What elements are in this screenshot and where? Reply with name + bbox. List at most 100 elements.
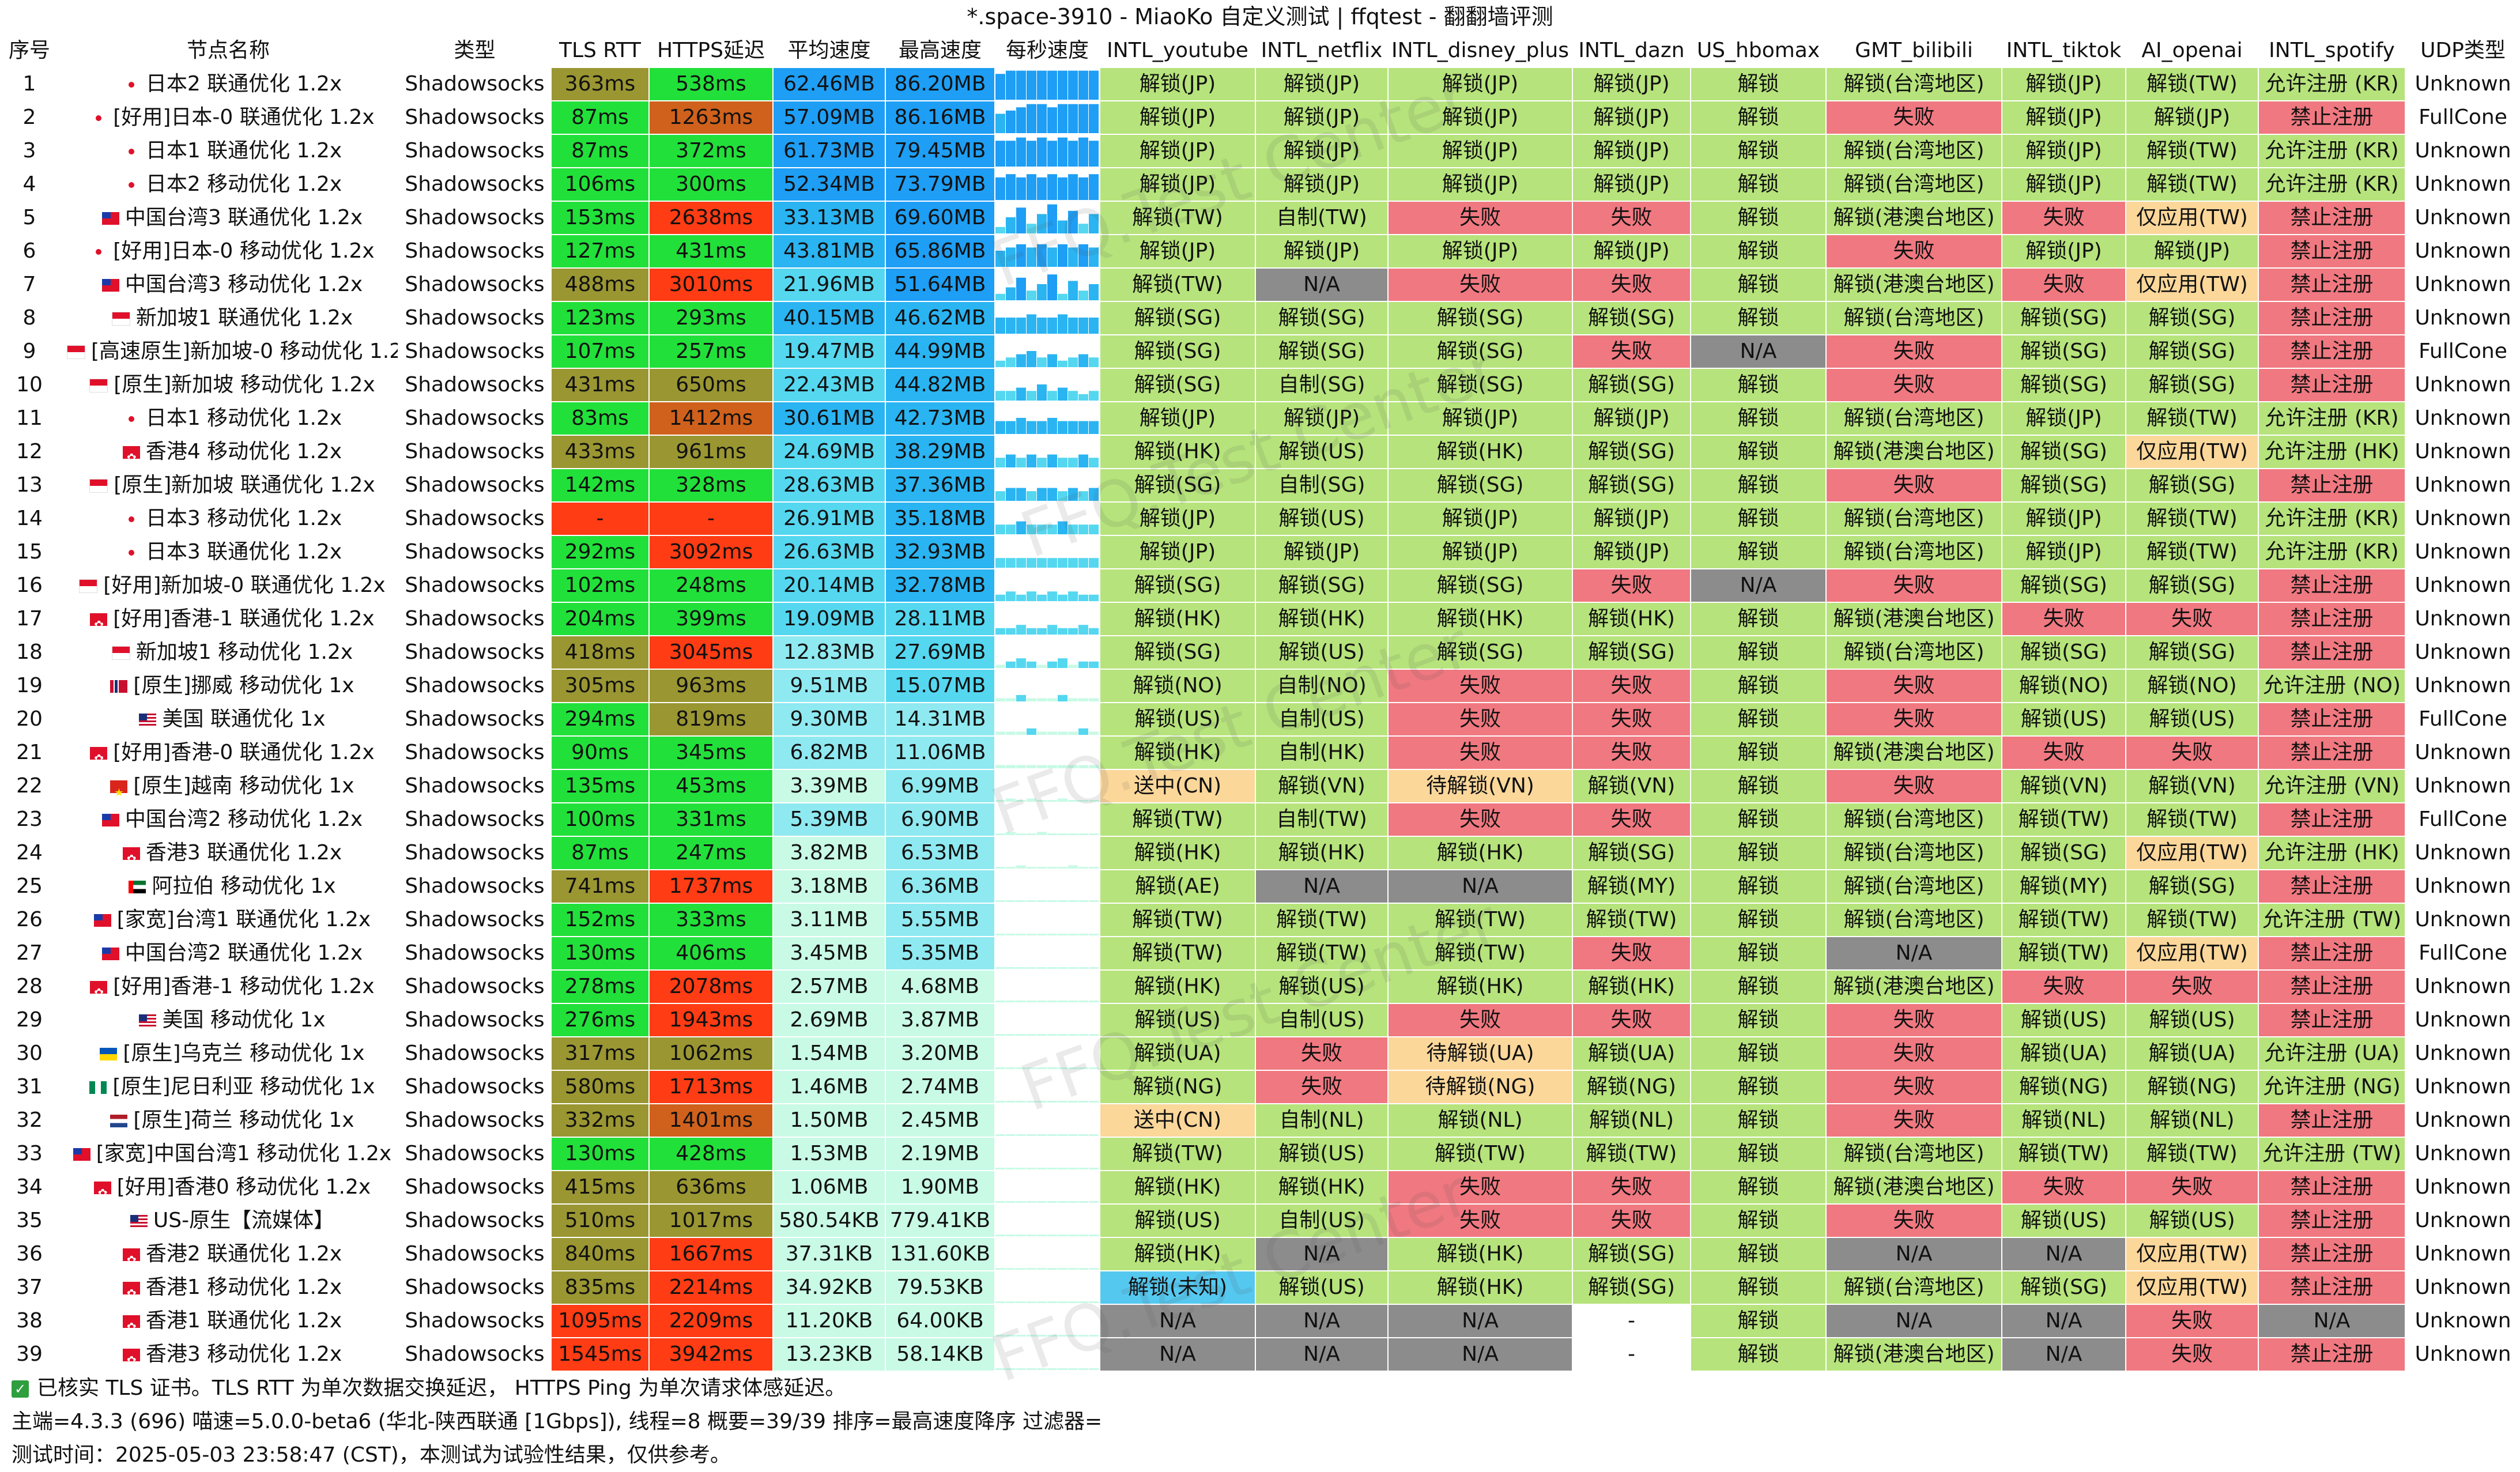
table-row[interactable]: 21 [好用]香港-0 联通优化 1.2x Shadowsocks90ms345ms… — [0, 735, 2520, 770]
flag-tw-icon — [101, 814, 119, 826]
column-header-2[interactable]: 类型 — [398, 33, 552, 68]
status-tiktok: 解锁(SG) — [2001, 435, 2126, 469]
sparkline-bar — [996, 731, 1005, 735]
flag-jp-icon — [122, 546, 140, 559]
column-header-16[interactable]: INTL_spotify — [2258, 33, 2406, 68]
sparkline-bar — [1078, 728, 1088, 735]
table-row[interactable]: 36 香港2 联通优化 1.2x Shadowsocks840ms1667ms37.… — [0, 1237, 2520, 1271]
table-row[interactable]: 20 美国 联通优化 1x Shadowsocks 294ms 819ms 9.30MB 1… — [0, 702, 2520, 737]
table-row[interactable]: 9 [高速原生]新加坡-0 移动优化 1.2x Shadowsocks 107ms 25… — [0, 334, 2520, 369]
speed-sparkline — [994, 869, 1100, 904]
column-header-0[interactable]: 序号 — [0, 33, 59, 68]
node-type: Shadowsocks — [398, 1003, 552, 1037]
sparkline-bar — [996, 765, 1005, 768]
status-openai: 解锁(SG) — [2125, 635, 2259, 670]
sparkline-bar — [1016, 177, 1026, 200]
table-row[interactable]: 26 [家宽]台湾1 联通优化 1.2x Shadowsocks 152ms 333ms… — [0, 903, 2520, 937]
status-youtube: 解锁(JP) — [1099, 501, 1256, 536]
table-row[interactable]: 15 日本3 联通优化 1.2x Shadowsocks 292ms 3092ms 26.… — [0, 535, 2520, 569]
table-row[interactable]: 8 新加坡1 联通优化 1.2x Shadowsocks 123ms 293ms 40.1… — [0, 301, 2520, 335]
table-row[interactable]: 35 US-原生【流媒体】 Shadowsocks 510ms 1017ms 580.54… — [0, 1203, 2520, 1238]
table-row[interactable]: 30 [原生]乌克兰 移动优化 1x Shadowsocks 317ms 1062ms 1… — [0, 1036, 2520, 1071]
sparkline-bar — [1089, 661, 1099, 668]
table-row[interactable]: 33 [家宽]中国台湾1 移动优化 1.2x Shadowsocks 130ms 428… — [0, 1137, 2520, 1171]
sparkline-bar — [1078, 1001, 1088, 1002]
udp-type: Unknown — [2405, 134, 2520, 168]
column-header-8[interactable]: INTL_youtube — [1099, 33, 1256, 68]
table-row[interactable]: 23 中国台湾2 移动优化 1.2x Shadowsocks 100ms 331ms 5.… — [0, 802, 2520, 837]
table-row[interactable]: 2 [好用]日本-0 联通优化 1.2x Shadowsocks 87ms 1263ms… — [0, 100, 2520, 135]
column-header-15[interactable]: AI_openai — [2125, 33, 2259, 68]
column-header-1[interactable]: 节点名称 — [58, 33, 399, 68]
table-row[interactable]: 27 中国台湾2 联通优化 1.2x Shadowsocks 130ms 406ms 3.… — [0, 936, 2520, 971]
table-row[interactable]: 17 [好用]香港-1 联通优化 1.2x Shadowsocks204ms399m… — [0, 602, 2520, 636]
table-row[interactable]: 16 [好用]新加坡-0 联通优化 1.2x Shadowsocks 102ms 248… — [0, 568, 2520, 603]
node-name-cell: 阿拉伯 移动优化 1x — [58, 869, 399, 904]
https-latency: 453ms — [648, 769, 774, 803]
table-row[interactable]: 6 [好用]日本-0 移动优化 1.2x Shadowsocks 127ms 431ms… — [0, 234, 2520, 269]
flag-ua-icon — [100, 1048, 118, 1060]
table-row[interactable]: 13 [原生]新加坡 联通优化 1.2x Shadowsocks 142ms 328ms… — [0, 468, 2520, 503]
status-spotify: 禁止注册 — [2258, 468, 2406, 503]
column-header-11[interactable]: INTL_dazn — [1572, 33, 1691, 68]
table-row[interactable]: 38 香港1 联通优化 1.2x Shadowsocks1095ms2209ms11… — [0, 1304, 2520, 1338]
table-row[interactable]: 14 日本3 移动优化 1.2x Shadowsocks - -26.91MB 35.18… — [0, 501, 2520, 536]
column-header-10[interactable]: INTL_disney_plus — [1387, 33, 1573, 68]
table-row[interactable]: 12 香港4 移动优化 1.2x Shadowsocks433ms961ms24.6… — [0, 435, 2520, 469]
status-tiktok: 解锁(JP) — [2001, 535, 2126, 569]
table-row[interactable]: 4 日本2 移动优化 1.2x Shadowsocks 106ms 300ms 52.34… — [0, 167, 2520, 202]
avg-speed: 5.39MB — [772, 802, 886, 837]
sparkline-bar — [1068, 1301, 1078, 1303]
table-row[interactable]: 19 [原生]挪威 移动优化 1x Shadowsocks 305ms 963ms 9.5… — [0, 669, 2520, 703]
column-header-5[interactable]: 平均速度 — [772, 33, 886, 68]
column-header-7[interactable]: 每秒速度 — [994, 33, 1100, 68]
table-row[interactable]: 28 [好用]香港-1 移动优化 1.2x Shadowsocks278ms2078… — [0, 969, 2520, 1004]
node-name: 中国台湾2 移动优化 1.2x — [125, 807, 363, 831]
flag-jp-icon — [122, 78, 140, 91]
column-header-12[interactable]: US_hbomax — [1690, 33, 1827, 68]
row-index: 26 — [0, 903, 59, 937]
https-latency: 300ms — [648, 167, 774, 202]
table-row[interactable]: 22 [原生]越南 移动优化 1x Shadowsocks135ms453ms3.3… — [0, 769, 2520, 803]
status-dazn: 失败 — [1572, 1170, 1691, 1205]
sparkline-bar — [996, 900, 1005, 902]
column-header-14[interactable]: INTL_tiktok — [2001, 33, 2126, 68]
sparkline-bar — [1078, 137, 1088, 167]
table-row[interactable]: 1 日本2 联通优化 1.2x Shadowsocks 363ms 538ms 62.46… — [0, 67, 2520, 101]
status-youtube: 解锁(HK) — [1099, 836, 1256, 870]
table-row[interactable]: 5 中国台湾3 联通优化 1.2x Shadowsocks 153ms 2638ms 33… — [0, 201, 2520, 235]
column-header-9[interactable]: INTL_netflix — [1255, 33, 1389, 68]
sparkline-bar — [1089, 1335, 1099, 1337]
table-row[interactable]: 32 [原生]荷兰 移动优化 1x Shadowsocks 332ms 1401ms 1.… — [0, 1103, 2520, 1138]
table-row[interactable]: 25 阿拉伯 移动优化 1x Shadowsocks 741ms 1737ms 3.18M… — [0, 869, 2520, 904]
row-index: 39 — [0, 1337, 59, 1372]
table-row[interactable]: 34 [好用]香港0 移动优化 1.2x Shadowsocks415ms636ms… — [0, 1170, 2520, 1205]
column-header-13[interactable]: GMT_bilibili — [1825, 33, 2002, 68]
table-row[interactable]: 24 香港3 联通优化 1.2x Shadowsocks87ms247ms3.82M… — [0, 836, 2520, 870]
sparkline-bar — [1027, 1001, 1036, 1002]
column-header-6[interactable]: 最高速度 — [885, 33, 995, 68]
column-header-3[interactable]: TLS RTT — [550, 33, 650, 68]
https-latency: 333ms — [648, 903, 774, 937]
status-tiktok: N/A — [2001, 1237, 2126, 1271]
status-netflix: 自制(TW) — [1255, 802, 1389, 837]
status-disney: 解锁(HK) — [1387, 602, 1573, 636]
table-row[interactable]: 7 中国台湾3 移动优化 1.2x Shadowsocks 488ms 3010ms 21… — [0, 267, 2520, 302]
table-row[interactable]: 3 日本1 联通优化 1.2x Shadowsocks 87ms 372ms 61.73M… — [0, 134, 2520, 168]
status-netflix: 解锁(HK) — [1255, 836, 1389, 870]
table-row[interactable]: 29 美国 移动优化 1x Shadowsocks 276ms 1943ms 2.69MB… — [0, 1003, 2520, 1037]
node-name: 日本2 移动优化 1.2x — [145, 172, 342, 196]
table-row[interactable]: 31 [原生]尼日利亚 移动优化 1x Shadowsocks 580ms 1713ms… — [0, 1070, 2520, 1104]
https-latency: 961ms — [648, 435, 774, 469]
table-row[interactable]: 18 新加坡1 移动优化 1.2x Shadowsocks 418ms 3045ms 12… — [0, 635, 2520, 670]
sparkline-bar — [1047, 625, 1057, 635]
column-header-17[interactable]: UDP类型 — [2405, 33, 2520, 68]
table-row[interactable]: 11 日本1 移动优化 1.2x Shadowsocks 83ms 1412ms 30.6… — [0, 401, 2520, 436]
table-row[interactable]: 39 香港3 移动优化 1.2x Shadowsocks1545ms3942ms13… — [0, 1337, 2520, 1372]
status-spotify: 禁止注册 — [2258, 1170, 2406, 1205]
table-row[interactable]: 37 香港1 移动优化 1.2x Shadowsocks835ms2214ms34.… — [0, 1270, 2520, 1305]
table-row[interactable]: 10 [原生]新加坡 移动优化 1.2x Shadowsocks 431ms 650ms… — [0, 368, 2520, 402]
sparkline-bar — [1037, 104, 1047, 133]
column-header-4[interactable]: HTTPS延迟 — [648, 33, 774, 68]
flag-jp-icon — [122, 513, 140, 526]
